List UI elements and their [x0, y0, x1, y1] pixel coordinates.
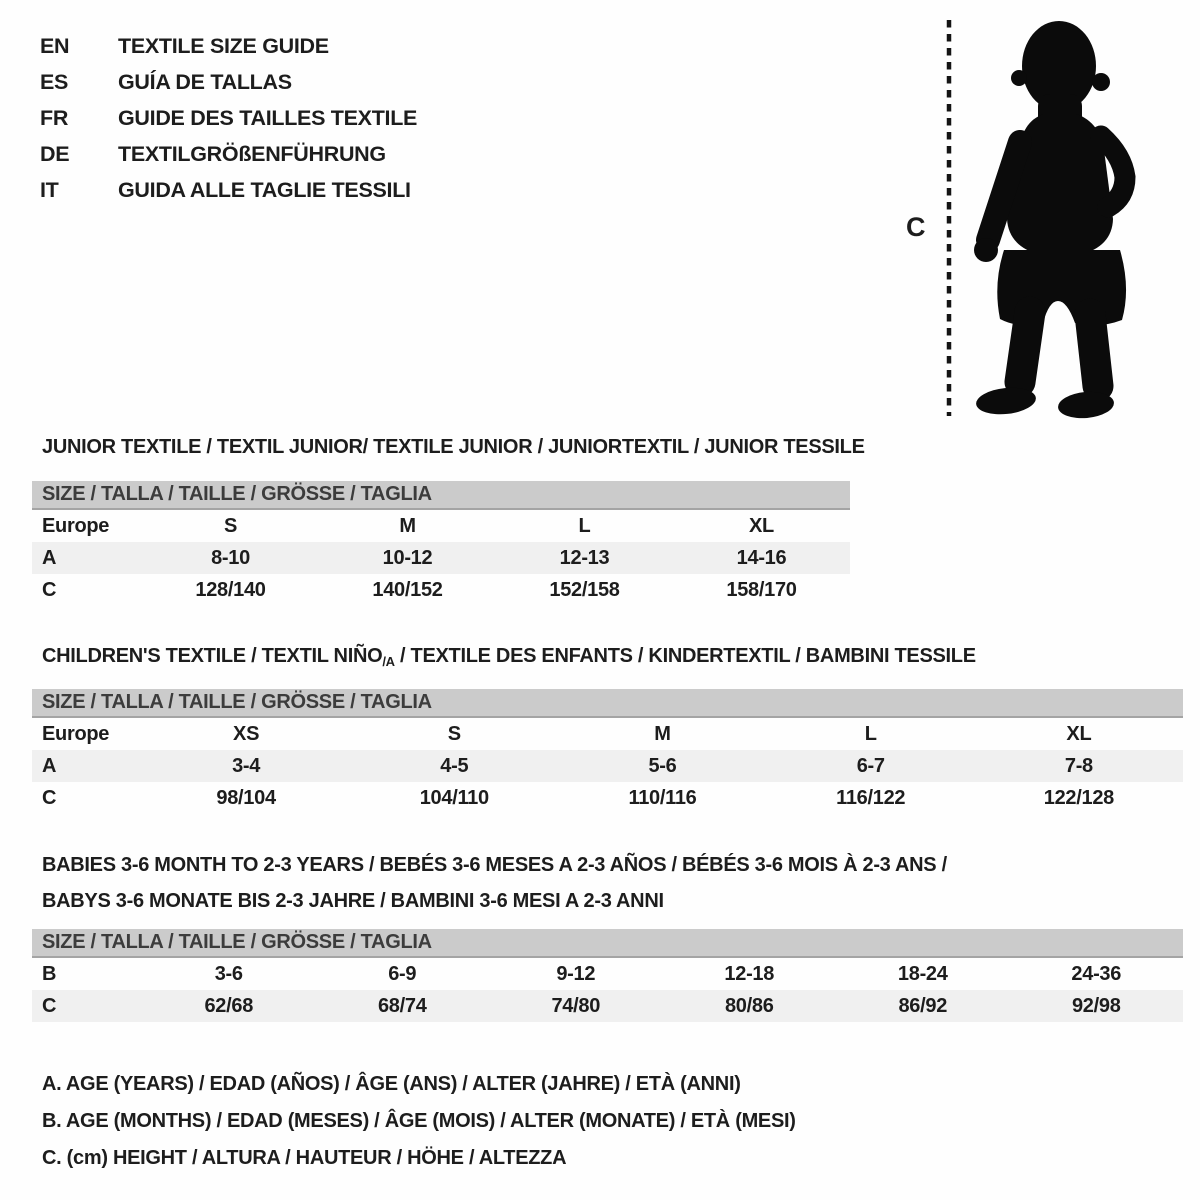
table-cell: 7-8 — [1064, 755, 1093, 777]
language-row-it: IT GUIDA ALLE TAGLIE TESSILI — [40, 172, 417, 208]
table-cell: 6-7 — [856, 755, 885, 777]
table-row: C 62/68 68/74 74/80 80/86 86/92 92/98 — [32, 990, 1183, 1022]
children-title-pre: CHILDREN'S TEXTILE / TEXTIL NIÑO — [42, 645, 383, 667]
babies-title-line1: BABIES 3-6 MONTH TO 2-3 YEARS / BEBÉS 3-… — [42, 854, 947, 876]
language-title: GUIDE DES TAILLES TEXTILE — [118, 106, 418, 130]
table-cell: 74/80 — [551, 995, 601, 1017]
toddler-silhouette — [974, 21, 1136, 419]
table-cell: 86/92 — [898, 995, 948, 1017]
table-cell: 5-6 — [648, 755, 677, 777]
table-cell: S — [223, 515, 238, 537]
table-cell: 152/158 — [549, 579, 620, 601]
children-title-sub: /A — [382, 654, 395, 669]
measurement-legend: A. AGE (YEARS) / EDAD (AÑOS) / ÂGE (ANS)… — [42, 1066, 796, 1177]
table-cell: XL — [749, 515, 774, 537]
table-size-header: SIZE / TALLA / TAILLE / GRÖSSE / TAGLIA — [32, 689, 1183, 718]
table-row: A 8-10 10-12 12-13 14-16 — [32, 542, 850, 574]
legend-line-a: A. AGE (YEARS) / EDAD (AÑOS) / ÂGE (ANS)… — [42, 1073, 741, 1095]
language-code: IT — [40, 178, 59, 202]
row-label: A — [42, 755, 57, 777]
table-cell: S — [447, 723, 461, 745]
language-row-en: EN TEXTILE SIZE GUIDE — [40, 28, 417, 64]
legend-line-b: B. AGE (MONTHS) / EDAD (MESES) / ÂGE (MO… — [42, 1110, 796, 1132]
table-row: Europe S M L XL — [32, 510, 850, 542]
table-row: A 3-4 4-5 5-6 6-7 7-8 — [32, 750, 1183, 782]
table-cell: 3-4 — [232, 755, 261, 777]
table-cell: 4-5 — [440, 755, 469, 777]
table-size-header: SIZE / TALLA / TAILLE / GRÖSSE / TAGLIA — [32, 929, 1183, 958]
table-row: Europe XS S M L XL — [32, 718, 1183, 750]
section-title-babies: BABIES 3-6 MONTH TO 2-3 YEARS / BEBÉS 3-… — [42, 847, 947, 919]
row-label: B — [42, 963, 57, 985]
table-cell: 18-24 — [897, 963, 948, 985]
language-title: GUIDA ALLE TAGLIE TESSILI — [118, 178, 411, 202]
table-cell: 12-18 — [724, 963, 775, 985]
table-row: C 98/104 104/110 110/116 116/122 122/128 — [32, 782, 1183, 814]
language-code: EN — [40, 34, 70, 58]
table-cell: 104/110 — [419, 787, 489, 809]
table-cell: 116/122 — [836, 787, 906, 809]
babies-size-table: SIZE / TALLA / TAILLE / GRÖSSE / TAGLIA … — [32, 929, 1183, 1022]
table-cell: 128/140 — [195, 579, 266, 601]
row-label: C — [42, 995, 57, 1017]
language-title: TEXTILE SIZE GUIDE — [118, 34, 329, 58]
babies-title-line2: BABYS 3-6 MONATE BIS 2-3 JAHRE / BAMBINI… — [42, 890, 664, 912]
children-size-table: SIZE / TALLA / TAILLE / GRÖSSE / TAGLIA … — [32, 689, 1183, 814]
language-code: FR — [40, 106, 69, 130]
table-cell: 68/74 — [377, 995, 427, 1017]
table-cell: 9-12 — [556, 963, 596, 985]
table-cell: 6-9 — [388, 963, 417, 985]
section-title-junior: JUNIOR TEXTILE / TEXTIL JUNIOR/ TEXTILE … — [42, 436, 865, 458]
language-title: TEXTILGRÖßENFÜHRUNG — [118, 142, 386, 166]
language-title-list: EN TEXTILE SIZE GUIDE ES GUÍA DE TALLAS … — [40, 28, 417, 208]
section-title-children: CHILDREN'S TEXTILE / TEXTIL NIÑO/A / TEX… — [42, 645, 976, 669]
table-cell: 80/86 — [724, 995, 774, 1017]
table-cell: L — [578, 515, 591, 537]
language-row-es: ES GUÍA DE TALLAS — [40, 64, 417, 100]
height-measure-label: C — [906, 212, 926, 242]
table-cell: M — [654, 723, 671, 745]
language-row-fr: FR GUIDE DES TAILLES TEXTILE — [40, 100, 417, 136]
table-cell: 62/68 — [204, 995, 254, 1017]
table-cell: 158/170 — [726, 579, 797, 601]
row-label: Europe — [42, 515, 110, 537]
table-cell: XL — [1066, 723, 1092, 745]
table-cell: 8-10 — [211, 547, 250, 569]
legend-line-c: C. (cm) HEIGHT / ALTURA / HAUTEUR / HÖHE… — [42, 1147, 567, 1169]
table-cell: 12-13 — [559, 547, 610, 569]
table-cell: 140/152 — [372, 579, 443, 601]
table-cell: 14-16 — [736, 547, 787, 569]
language-code: ES — [40, 70, 69, 94]
table-cell: 24-36 — [1071, 963, 1122, 985]
table-cell: 110/116 — [628, 787, 697, 809]
table-cell: M — [399, 515, 416, 537]
table-cell: L — [864, 723, 877, 745]
table-cell: 10-12 — [382, 547, 433, 569]
table-cell: 92/98 — [1071, 995, 1121, 1017]
table-cell: 98/104 — [216, 787, 276, 809]
table-row: B 3-6 6-9 9-12 12-18 18-24 24-36 — [32, 958, 1183, 990]
row-label: C — [42, 579, 57, 601]
row-label: A — [42, 547, 57, 569]
table-cell: 3-6 — [214, 963, 243, 985]
language-code: DE — [40, 142, 70, 166]
table-cell: 122/128 — [1043, 787, 1115, 809]
row-label: C — [42, 787, 57, 809]
language-title: GUÍA DE TALLAS — [118, 70, 292, 94]
row-label: Europe — [42, 723, 110, 745]
junior-size-table: SIZE / TALLA / TAILLE / GRÖSSE / TAGLIA … — [32, 481, 850, 606]
children-title-post: / TEXTILE DES ENFANTS / KINDERTEXTIL / B… — [394, 645, 976, 667]
language-row-de: DE TEXTILGRÖßENFÜHRUNG — [40, 136, 417, 172]
table-row: C 128/140 140/152 152/158 158/170 — [32, 574, 850, 606]
table-size-header: SIZE / TALLA / TAILLE / GRÖSSE / TAGLIA — [32, 481, 850, 510]
table-cell: XS — [233, 723, 260, 745]
height-measure-dashed-line — [946, 20, 952, 416]
